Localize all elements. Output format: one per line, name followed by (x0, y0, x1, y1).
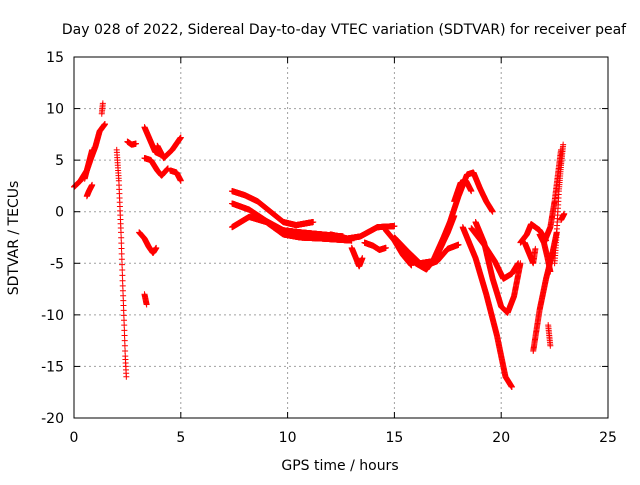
chart-container: 0510152025-20-15-10-5051015 Day 028 of 2… (0, 0, 640, 480)
sdtvar-chart: 0510152025-20-15-10-5051015 Day 028 of 2… (0, 0, 640, 480)
